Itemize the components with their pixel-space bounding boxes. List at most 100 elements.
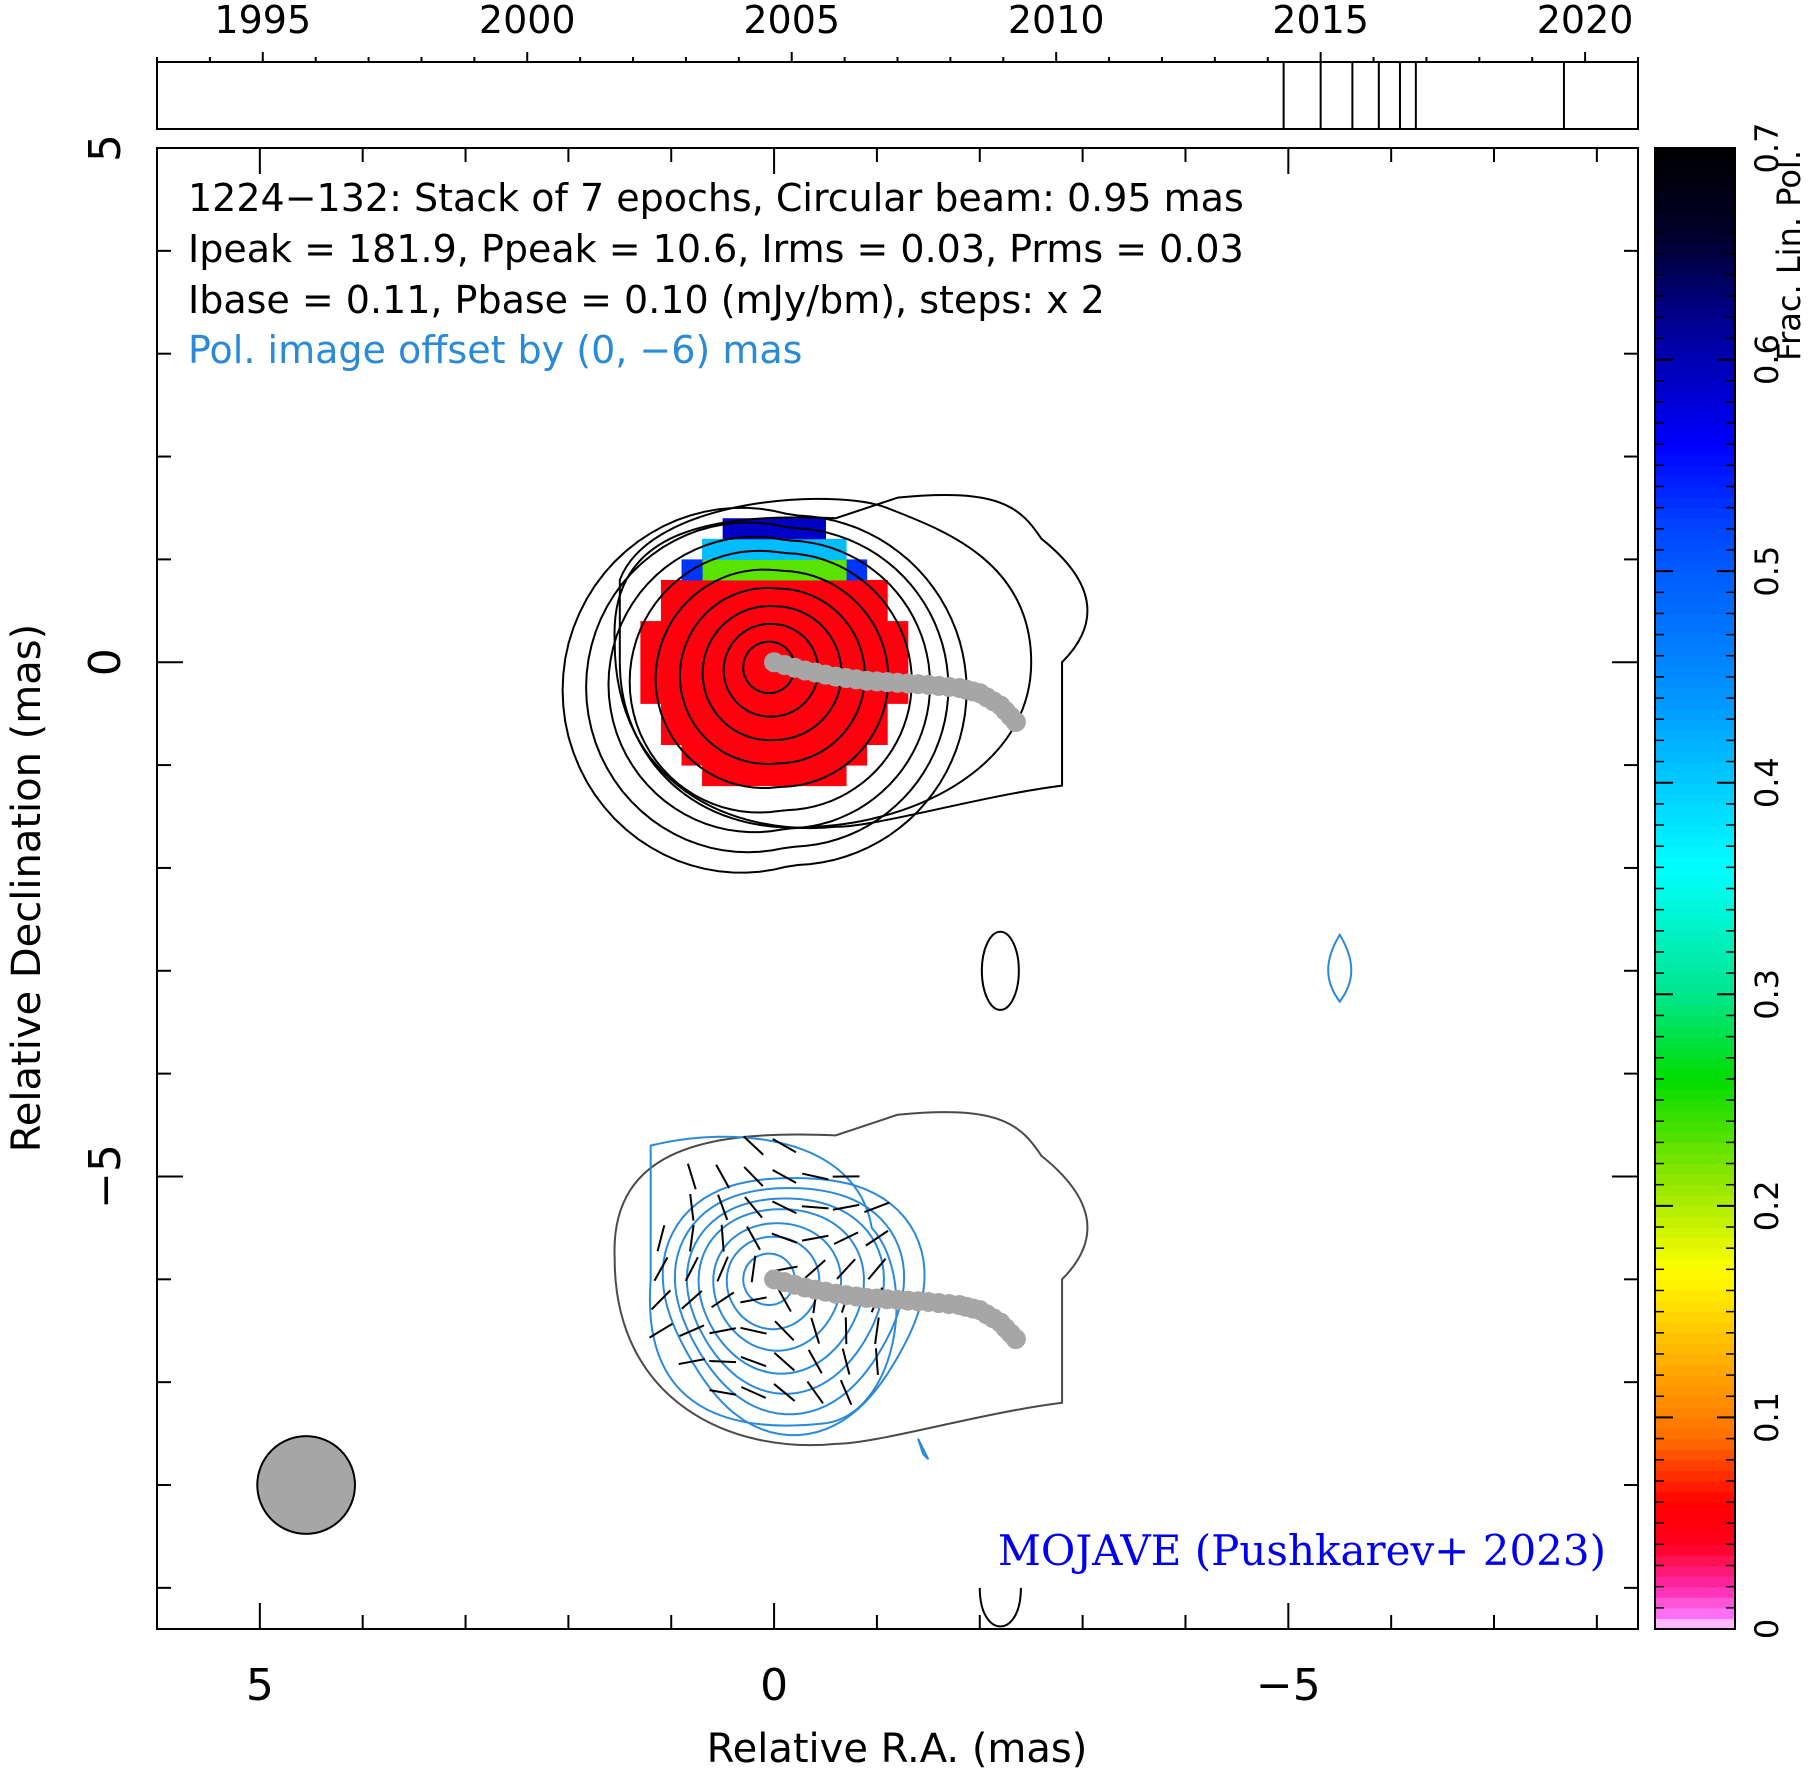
evpa-tick [648, 1322, 673, 1339]
credit-label: MOJAVE (Pushkarev+ 2023) [998, 1526, 1606, 1575]
x-tick-label: −5 [1256, 1660, 1321, 1711]
colorbar-step [1655, 560, 1735, 572]
frac-pol-pixel [702, 600, 724, 622]
evpa-tick [750, 1255, 757, 1283]
colorbar-step [1655, 507, 1735, 519]
colorbar-step [1655, 359, 1735, 371]
colorbar-step [1655, 782, 1735, 794]
colorbar-step [1655, 497, 1735, 509]
colorbar-step [1655, 1576, 1735, 1588]
evpa-tick [710, 1291, 735, 1309]
evpa-tick [771, 1200, 797, 1215]
frac-pol-pixel [763, 765, 785, 787]
colorbar-step [1655, 1004, 1735, 1017]
info-line-3: Ibase = 0.11, Pbase = 0.10 (mJy/bm), ste… [188, 278, 1105, 322]
frac-pol-pixel [743, 744, 765, 766]
evpa-tick [810, 1317, 821, 1344]
frac-pol-pixel [743, 662, 765, 684]
frac-pol-pixel [660, 662, 683, 684]
colorbar-step [1655, 380, 1735, 392]
colorbar-step [1655, 401, 1735, 414]
colorbar-step [1655, 243, 1735, 255]
frac-pol-pixel [660, 682, 683, 704]
y-tick-label: 0 [80, 648, 131, 676]
colorbar: 0 0.1 0.2 0.3 0.4 0.5 0.6 0.7 Frac. Lin. Pol. [1654, 123, 1808, 1639]
colorbar-step [1655, 1322, 1735, 1334]
colorbar-tick-label: 0.7 [1748, 123, 1786, 174]
evpa-tick [650, 1289, 672, 1311]
colorbar-step [1655, 1131, 1735, 1143]
colorbar-step [1655, 1174, 1735, 1186]
evpa-tick [844, 1317, 848, 1345]
colorbar-step [1655, 666, 1735, 678]
stokes-i-contour [742, 640, 796, 695]
frac-pol-pixel [825, 641, 847, 663]
frac-pol-pixel [825, 723, 847, 746]
evpa-tick [746, 1226, 761, 1251]
colorbar-step [1655, 719, 1735, 731]
colorbar-step [1655, 391, 1735, 403]
colorbar-step [1655, 899, 1735, 911]
colorbar-step [1655, 740, 1735, 752]
evpa-tick [801, 1172, 829, 1181]
plot-frame [156, 147, 1639, 1630]
frac-pol-pixel [804, 518, 827, 540]
stokes-i-contours [561, 494, 1089, 1628]
colorbar-step [1655, 211, 1735, 223]
evpa-tick [801, 1205, 829, 1210]
frac-pol-pixel [702, 723, 724, 746]
stokes-i-outline-lower [613, 1111, 1089, 1447]
frac-pol-pixel [846, 641, 868, 663]
colorbar-step [1655, 793, 1735, 805]
frac-pol-pixel [722, 641, 744, 663]
colorbar-step [1655, 1301, 1735, 1313]
colorbar-step [1655, 1597, 1735, 1609]
evpa-tick [774, 1320, 795, 1342]
ridgeline-point [1005, 711, 1026, 732]
colorbar-step [1655, 148, 1735, 160]
frac-pol-pixel [784, 703, 806, 725]
colorbar-step [1655, 1438, 1735, 1450]
frac-pol-pixel [743, 682, 765, 704]
pol-contour [917, 1438, 930, 1461]
colorbar-step [1655, 264, 1735, 276]
frac-pol-pixel [722, 538, 744, 560]
frac-pol-pixel [763, 723, 785, 746]
frac-pol-pixel [681, 579, 703, 602]
colorbar-step [1655, 179, 1735, 191]
frac-pol-pixel [660, 621, 683, 643]
colorbar-step [1655, 655, 1735, 667]
colorbar-step [1655, 317, 1735, 329]
frac-pol-pixel [784, 621, 806, 643]
timeline-year-label: 2015 [1272, 0, 1369, 42]
frac-pol-pixel [743, 579, 765, 602]
frac-pol-pixel [784, 765, 806, 787]
stokes-i-contour [722, 622, 820, 718]
colorbar-step [1655, 708, 1735, 720]
epoch-timeline: 1995 2000 2005 2010 2015 2020 [156, 0, 1639, 130]
frac-pol-pixel [640, 662, 662, 684]
evpa-tick [836, 1258, 856, 1280]
colorbar-step [1655, 962, 1735, 974]
frac-pol-pixel [702, 621, 724, 643]
stokes-i-contour [613, 494, 1089, 829]
info-line-1: 1224−132: Stack of 7 epochs, Circular be… [188, 176, 1244, 220]
x-tick-label: 5 [246, 1660, 274, 1711]
colorbar-tick-label: 0.6 [1748, 334, 1786, 385]
colorbar-step [1655, 750, 1735, 763]
pol-contours [648, 932, 1353, 1461]
frac-pol-pixel [866, 600, 888, 622]
colorbar-step [1655, 973, 1735, 985]
colorbar-step [1655, 1406, 1735, 1419]
colorbar-step [1655, 1512, 1735, 1524]
frac-pol-pixel [660, 703, 683, 725]
colorbar-step [1655, 1586, 1735, 1598]
colorbar-step [1655, 1142, 1735, 1154]
colorbar-step [1655, 338, 1735, 350]
frac-pol-pixel [825, 579, 847, 602]
frac-pol-pixel [681, 662, 703, 684]
colorbar-tick-label: 0.2 [1748, 1180, 1786, 1231]
colorbar-step [1655, 1163, 1735, 1175]
frac-pol-pixel [763, 621, 785, 643]
colorbar-step [1655, 1047, 1735, 1059]
